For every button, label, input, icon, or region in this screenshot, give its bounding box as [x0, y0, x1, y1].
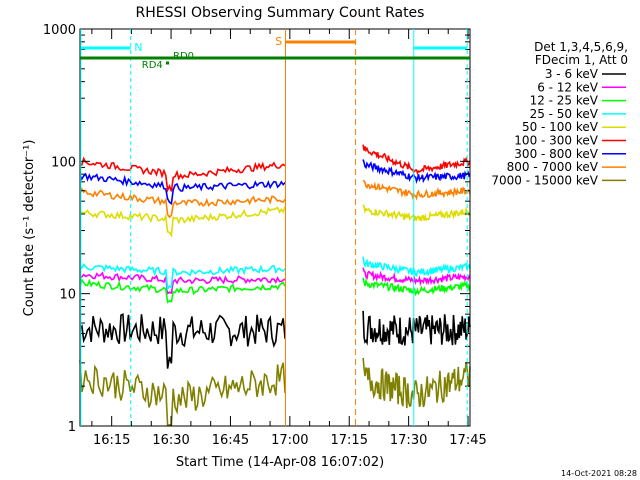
axes: 1 10 100 1000 16:15 16:30 16:45 17:00 17:15 17:30… — [43, 23, 487, 448]
series-line — [79, 263, 286, 292]
rd0-label: RD0 — [173, 51, 194, 62]
legend-label: 7000 - 15000 keV — [491, 173, 598, 187]
x-tick-label: 17:30 — [390, 433, 427, 448]
x-tick-label: 17:15 — [331, 433, 368, 448]
legend-label: 25 - 50 keV — [530, 107, 599, 121]
series-line — [362, 159, 471, 184]
series-line — [79, 313, 286, 369]
saa-label: S — [275, 35, 282, 48]
y-tick-label: 1000 — [43, 23, 76, 38]
y-tick-label: 10 — [59, 288, 76, 303]
y-axis-label: Count Rate (s⁻¹ detector⁻¹) — [22, 140, 37, 317]
series-line — [79, 206, 286, 238]
series-line — [362, 256, 471, 277]
series-line — [362, 267, 471, 287]
legend-label: 6 - 12 keV — [537, 80, 599, 94]
legend: Det 1,3,4,5,6,9, FDecim 1, Att 0 3 - 6 k… — [491, 40, 628, 187]
series-line — [79, 156, 286, 193]
plot-area — [79, 144, 471, 426]
x-tick-label: 16:15 — [93, 433, 130, 448]
series-line — [79, 359, 286, 426]
annotations: N S RD4 RD0 — [80, 29, 470, 426]
footer-date: 14-Oct-2021 08:28 — [561, 469, 637, 478]
series-line — [362, 204, 471, 222]
x-tick-label: 17:00 — [271, 433, 308, 448]
x-axis-label: Start Time (14-Apr-08 16:07:02) — [176, 455, 384, 470]
rd4-label: RD4 — [142, 60, 163, 71]
night-label: N — [134, 41, 142, 54]
series-line — [362, 357, 471, 409]
legend-label: 50 - 100 keV — [522, 120, 599, 134]
series-line — [79, 278, 286, 304]
legend-label: 100 - 300 keV — [514, 134, 598, 148]
legend-label: 800 - 7000 keV — [507, 160, 599, 174]
series-line — [362, 144, 471, 175]
legend-header-line-1: Det 1,3,4,5,6,9, — [534, 40, 628, 54]
legend-label: 3 - 6 keV — [545, 67, 599, 81]
series-line — [79, 271, 286, 295]
plot-frame — [79, 28, 471, 427]
series-line — [362, 277, 471, 297]
chart-title: RHESSI Observing Summary Count Rates — [136, 5, 425, 21]
x-tick-label: 16:30 — [152, 433, 189, 448]
series-line — [79, 172, 286, 205]
y-tick-label: 100 — [51, 155, 76, 170]
series-line — [79, 187, 286, 219]
x-tick-label: 17:45 — [449, 433, 486, 448]
series-line — [362, 310, 471, 346]
series-line — [362, 179, 471, 201]
x-tick-label: 16:45 — [212, 433, 249, 448]
legend-header-line-2: FDecim 1, Att 0 — [535, 53, 628, 67]
legend-label: 12 - 25 keV — [530, 94, 599, 108]
y-tick-label: 1 — [68, 420, 76, 435]
legend-label: 300 - 800 keV — [514, 147, 598, 161]
